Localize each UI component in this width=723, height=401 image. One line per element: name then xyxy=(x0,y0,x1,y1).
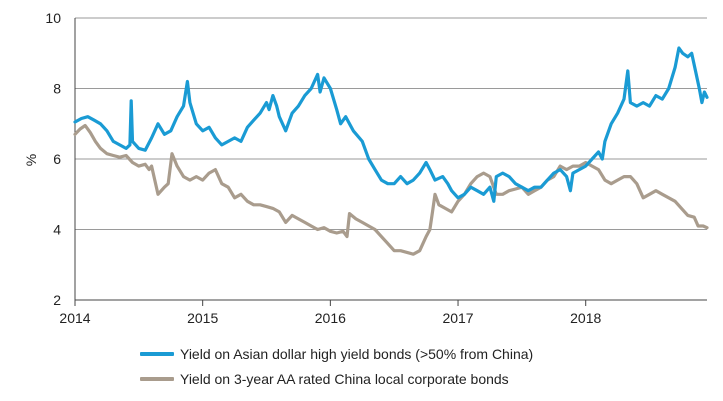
x-tick-label: 2017 xyxy=(442,310,473,326)
legend: Yield on Asian dollar high yield bonds (… xyxy=(140,343,533,393)
x-tick-label: 2016 xyxy=(315,310,346,326)
y-tick-label: 8 xyxy=(53,81,61,97)
y-axis-ticks: 2 4 6 8 10 xyxy=(45,10,61,308)
x-tick-label: 2015 xyxy=(187,310,218,326)
legend-item: Yield on Asian dollar high yield bonds (… xyxy=(140,343,533,365)
y-tick-label: 10 xyxy=(45,10,61,26)
legend-item: Yield on 3-year AA rated China local cor… xyxy=(140,368,533,390)
x-axis: 2014 2015 2016 2017 2018 xyxy=(59,18,707,326)
legend-swatch-hy xyxy=(140,352,174,356)
x-tick-label: 2018 xyxy=(570,310,601,326)
y-tick-label: 6 xyxy=(53,151,61,167)
series-line-hy xyxy=(73,46,709,203)
legend-label-aa: Yield on 3-year AA rated China local cor… xyxy=(180,371,509,387)
x-tick-label: 2014 xyxy=(59,310,90,326)
y-tick-label: 4 xyxy=(53,222,61,238)
legend-swatch-aa xyxy=(140,377,174,381)
legend-label-hy: Yield on Asian dollar high yield bonds (… xyxy=(180,346,534,362)
y-tick-label: 2 xyxy=(53,292,61,308)
series-lines xyxy=(73,46,709,256)
series-line-aa xyxy=(73,123,709,256)
y-axis-label: % xyxy=(23,154,39,166)
